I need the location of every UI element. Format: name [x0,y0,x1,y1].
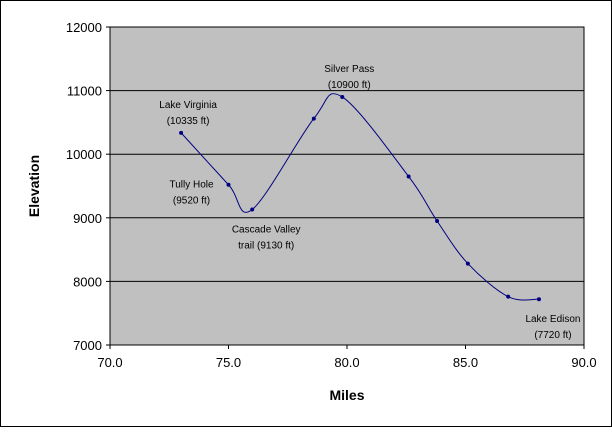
annotation-label: (7720 ft) [534,330,571,341]
x-axis-title: Miles [329,387,364,403]
x-tick-label: 75.0 [216,355,241,370]
data-point [250,207,255,212]
elevation-line [180,93,540,301]
data-point [465,261,470,266]
data-point [179,130,184,135]
y-tick-label: 9000 [73,211,102,226]
x-tick-label: 70.0 [97,355,122,370]
annotation-label: Lake Edison [525,314,580,325]
annotation-label: Silver Pass [324,64,374,75]
annotation-label: Cascade Valley [232,225,301,236]
annotation-label: trail (9130 ft) [238,241,294,252]
annotation-label: (10900 ft) [328,80,371,91]
data-point [226,182,231,187]
annotation-label: Lake Virginia [159,100,217,111]
annotation-label: (9520 ft) [173,196,210,207]
data-point [536,297,541,302]
annotation-layer: Lake Virginia (10335 ft) Tully Hole (9520 f… [159,64,580,341]
series-layer [179,93,541,302]
data-point [506,294,511,299]
annotation-label: Tully Hole [169,180,214,191]
x-tick-label: 80.0 [334,355,359,370]
annotation-label: (10335 ft) [167,116,210,127]
y-tick-label: 11000 [67,84,102,99]
data-point [311,116,316,121]
data-point [435,218,440,223]
x-tick-label: 85.0 [453,355,478,370]
tick-layer: 7000 8000 9000 10000 11000 12000 70.0 75.0 80.0 8… [66,20,597,370]
y-tick-label: 7000 [73,338,102,353]
data-point [340,94,345,99]
y-tick-label: 12000 [66,20,102,35]
plot-area [109,26,585,346]
y-tick-label: 10000 [66,147,102,162]
x-tick-label: 90.0 [571,355,596,370]
y-tick-label: 8000 [73,274,102,289]
grid-layer [110,26,584,346]
data-point [406,174,411,179]
y-axis-title: Elevation [26,155,42,217]
